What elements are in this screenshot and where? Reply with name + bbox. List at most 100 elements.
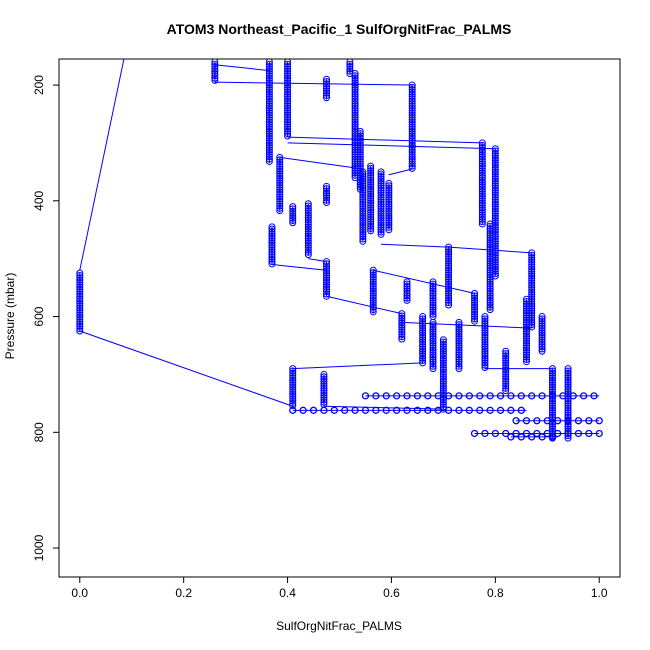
data-point <box>351 83 359 91</box>
data-point <box>429 358 437 366</box>
data-point <box>419 340 427 348</box>
data-point <box>369 276 377 284</box>
data-point <box>276 158 284 166</box>
data-point <box>491 212 499 220</box>
data-point <box>478 197 486 205</box>
data-point <box>265 130 273 138</box>
data-point <box>385 184 393 192</box>
series-link <box>214 64 270 72</box>
data-point <box>268 239 276 247</box>
data-point <box>359 207 367 215</box>
data-point <box>486 287 494 295</box>
data-point <box>445 248 453 256</box>
data-point <box>481 336 489 344</box>
data-point <box>304 239 312 247</box>
data-point <box>564 388 572 396</box>
data-point <box>265 83 273 91</box>
data-point <box>445 259 453 267</box>
data-point <box>548 383 556 391</box>
data-point <box>304 204 312 212</box>
data-point <box>385 216 393 224</box>
data-point <box>478 192 486 200</box>
data-point <box>76 327 84 335</box>
data-point <box>429 294 437 302</box>
data-point <box>481 326 489 334</box>
data-point <box>517 433 525 441</box>
data-point <box>486 299 494 307</box>
data-point <box>478 150 486 158</box>
data-point <box>444 406 453 414</box>
data-point <box>491 193 499 201</box>
data-point <box>502 357 510 365</box>
data-point <box>491 214 499 222</box>
data-point <box>304 211 312 219</box>
data-point <box>491 186 499 194</box>
x-tick-label: 0.6 <box>383 586 400 600</box>
data-point <box>491 147 499 155</box>
data-point <box>361 392 370 400</box>
data-point <box>548 397 556 405</box>
data-point <box>429 321 437 329</box>
data-point <box>502 368 510 376</box>
data-point <box>486 266 494 274</box>
data-point <box>455 365 463 373</box>
data-point <box>276 204 284 212</box>
data-point <box>356 148 364 156</box>
data-point <box>265 153 273 161</box>
data-point <box>304 227 312 235</box>
data-point <box>284 123 292 131</box>
data-point <box>268 258 276 266</box>
data-point <box>528 291 536 299</box>
data-point <box>289 219 297 227</box>
data-point <box>564 372 572 380</box>
data-point <box>465 406 474 414</box>
data-point <box>507 392 515 400</box>
data-point <box>548 399 556 407</box>
data-point <box>491 265 499 273</box>
data-point <box>491 429 499 438</box>
data-point <box>392 392 401 400</box>
data-point <box>429 301 437 309</box>
data-point <box>359 170 367 178</box>
data-point <box>377 184 385 192</box>
data-point <box>548 404 556 412</box>
data-point <box>445 266 453 274</box>
data-point <box>369 301 377 309</box>
data-point <box>528 251 536 259</box>
data-point <box>403 285 411 293</box>
data-point <box>284 74 292 82</box>
data-point <box>408 88 416 96</box>
data-point <box>491 235 499 243</box>
data-point <box>408 104 416 112</box>
data-point <box>564 365 572 373</box>
data-point <box>398 326 406 334</box>
data-point <box>564 417 572 425</box>
data-point <box>491 240 499 248</box>
data-point <box>471 310 479 318</box>
data-point <box>478 220 486 228</box>
data-point <box>369 306 377 314</box>
data-point <box>491 200 499 208</box>
data-point <box>359 179 367 187</box>
data-point <box>367 208 375 216</box>
data-point <box>304 244 312 252</box>
data-point <box>481 343 489 351</box>
data-point <box>413 392 422 400</box>
data-point <box>284 93 292 101</box>
data-point <box>289 374 297 382</box>
data-point <box>76 304 84 312</box>
data-point <box>491 221 499 229</box>
plot-frame <box>58 58 621 578</box>
data-point <box>341 406 349 414</box>
data-point <box>367 167 375 175</box>
data-point <box>330 406 338 414</box>
data-point <box>289 388 297 396</box>
data-point <box>429 292 437 300</box>
data-point <box>491 163 499 171</box>
data-point <box>276 156 284 164</box>
data-point <box>385 186 393 194</box>
data-point <box>491 258 499 266</box>
data-point <box>554 429 562 438</box>
data-point <box>445 282 453 290</box>
data-point <box>502 370 510 378</box>
